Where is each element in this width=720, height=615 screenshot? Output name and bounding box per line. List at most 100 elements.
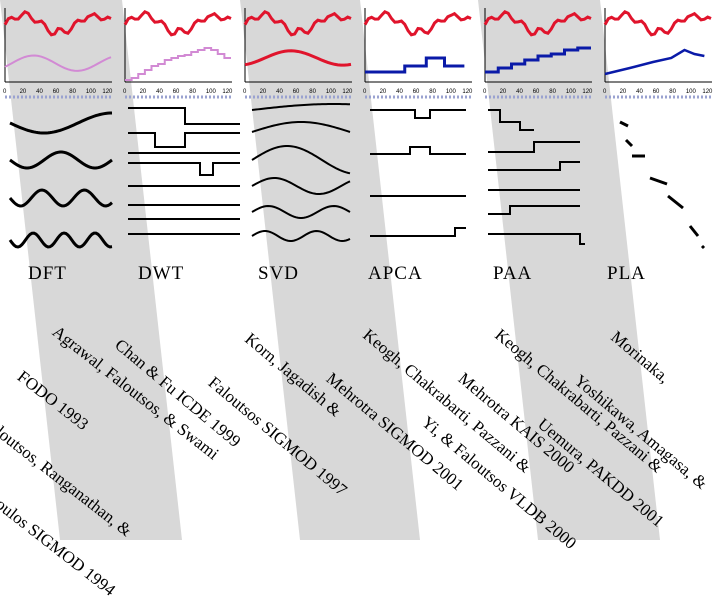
dwt-basis-step [128,132,240,148]
x-tick-label: 60 [533,89,540,95]
x-tick-label: 100 [566,89,577,95]
dwt-basis-step [128,162,240,176]
x-tick-label: 40 [276,89,283,95]
shaded-panels [0,0,660,540]
original-series [3,9,112,37]
method-title-paa: PAA [493,263,533,284]
x-tick-label: 80 [549,89,556,95]
paa-basis-step [488,161,580,171]
svd-basis-wave [251,230,351,243]
x-tick-label: 20 [500,89,507,95]
x-tick-label: 60 [413,89,420,95]
pla-approximation [604,48,705,76]
x-tick-label: 20 [380,89,387,95]
dft-basis-wave [9,150,113,170]
dft-basis-wave [9,111,113,135]
x-tick-label: 100 [446,89,457,95]
representations-diagram: 0 20 40 60 80 100 120 0 20 40 60 80 100 120 0 20 40 60 80 1… [0,0,713,540]
x-tick-label: 120 [222,89,233,95]
x-tick-label: 40 [516,89,523,95]
x-tick-label: 20 [140,89,147,95]
x-tick-label: 100 [326,89,337,95]
x-tick-label: 100 [206,89,217,95]
method-title-dft: DFT [28,263,67,284]
method-title-pla: PLA [607,263,646,284]
original-series [603,9,712,37]
x-tick-label: 20 [620,89,627,95]
x-tick-label: 40 [636,89,643,95]
original-series [123,9,232,37]
pla-basis-segment [619,120,629,128]
svd-basis-wave [251,204,351,219]
dft-basis-wave [8,231,113,249]
panel-svd: 0 20 40 60 80 100 120 [243,8,353,99]
shaded-band [240,0,420,540]
panel-paa: 0 20 40 60 80 100 120 [483,8,593,99]
x-tick-label: 0 [3,89,7,95]
x-tick-label: 0 [243,89,247,95]
x-tick-label: 40 [396,89,403,95]
svd-basis-wave [251,121,351,133]
x-tick-label: 0 [123,89,127,95]
x-tick-label: 0 [363,89,367,95]
paa-basis-step [488,233,585,245]
original-series [363,9,472,37]
panel-pla: 0 20 40 60 80 100 120 [603,8,713,99]
method-title-svd: SVD [258,263,300,284]
x-tick-label: 100 [686,89,697,95]
basis-functions [8,103,706,250]
dwt-basis-step [128,107,240,125]
panel-apca: 0 20 40 60 80 100 120 [363,8,473,99]
x-tick-label: 60 [173,89,180,95]
original-series [243,9,352,37]
x-tick-label: 20 [260,89,267,95]
x-tick-label: 80 [669,89,676,95]
svd-basis-wave [251,145,351,175]
x-tick-label: 120 [102,89,113,95]
svd-approximation [244,49,352,67]
apca-basis-segment [370,227,466,237]
shaded-band [0,0,182,540]
panel-dft: 0 20 40 60 80 100 120 [3,8,113,99]
x-tick-label: 60 [53,89,60,95]
pla-basis-segment [649,176,668,186]
x-tick-label: 120 [462,89,473,95]
paa-basis-step [488,109,534,131]
x-tick-label: 40 [156,89,163,95]
x-tick-label: 100 [86,89,97,95]
x-tick-label: 80 [429,89,436,95]
pla-basis-segment [667,194,684,210]
paa-basis-step [488,141,580,153]
x-tick-label: 80 [69,89,76,95]
dwt-approximation [125,47,231,81]
paa-approximation [485,46,591,74]
pla-basis-segment [700,244,706,250]
x-tick-label: 120 [342,89,353,95]
x-tick-label: 40 [36,89,43,95]
time-series-panels: 0 20 40 60 80 100 120 0 20 40 60 80 100 120 0 20 40 60 80 1… [3,8,713,99]
x-tick-label: 60 [653,89,660,95]
paa-basis-step [488,205,580,215]
x-tick-label: 0 [483,89,487,95]
x-tick-label: 120 [702,89,713,95]
pla-basis-segment [624,138,634,148]
x-tick-label: 20 [20,89,27,95]
dft-basis-wave [8,188,113,208]
original-series [483,9,592,37]
method-title-dwt: DWT [138,263,185,284]
x-tick-label: 80 [189,89,196,95]
pla-basis-segment [688,225,700,237]
dft-approximation [4,54,112,72]
panel-dwt: 0 20 40 60 80 100 120 [123,8,233,99]
svd-basis-wave [251,103,351,111]
method-title-apca: APCA [368,263,423,284]
apca-basis-segment [370,109,466,119]
svd-basis-wave [251,176,351,195]
x-tick-label: 0 [603,89,607,95]
apca-approximation [365,56,465,74]
x-tick-label: 120 [582,89,593,95]
apca-basis-segment [370,146,466,155]
x-tick-label: 80 [309,89,316,95]
shaded-band [478,0,660,540]
x-tick-label: 60 [293,89,300,95]
